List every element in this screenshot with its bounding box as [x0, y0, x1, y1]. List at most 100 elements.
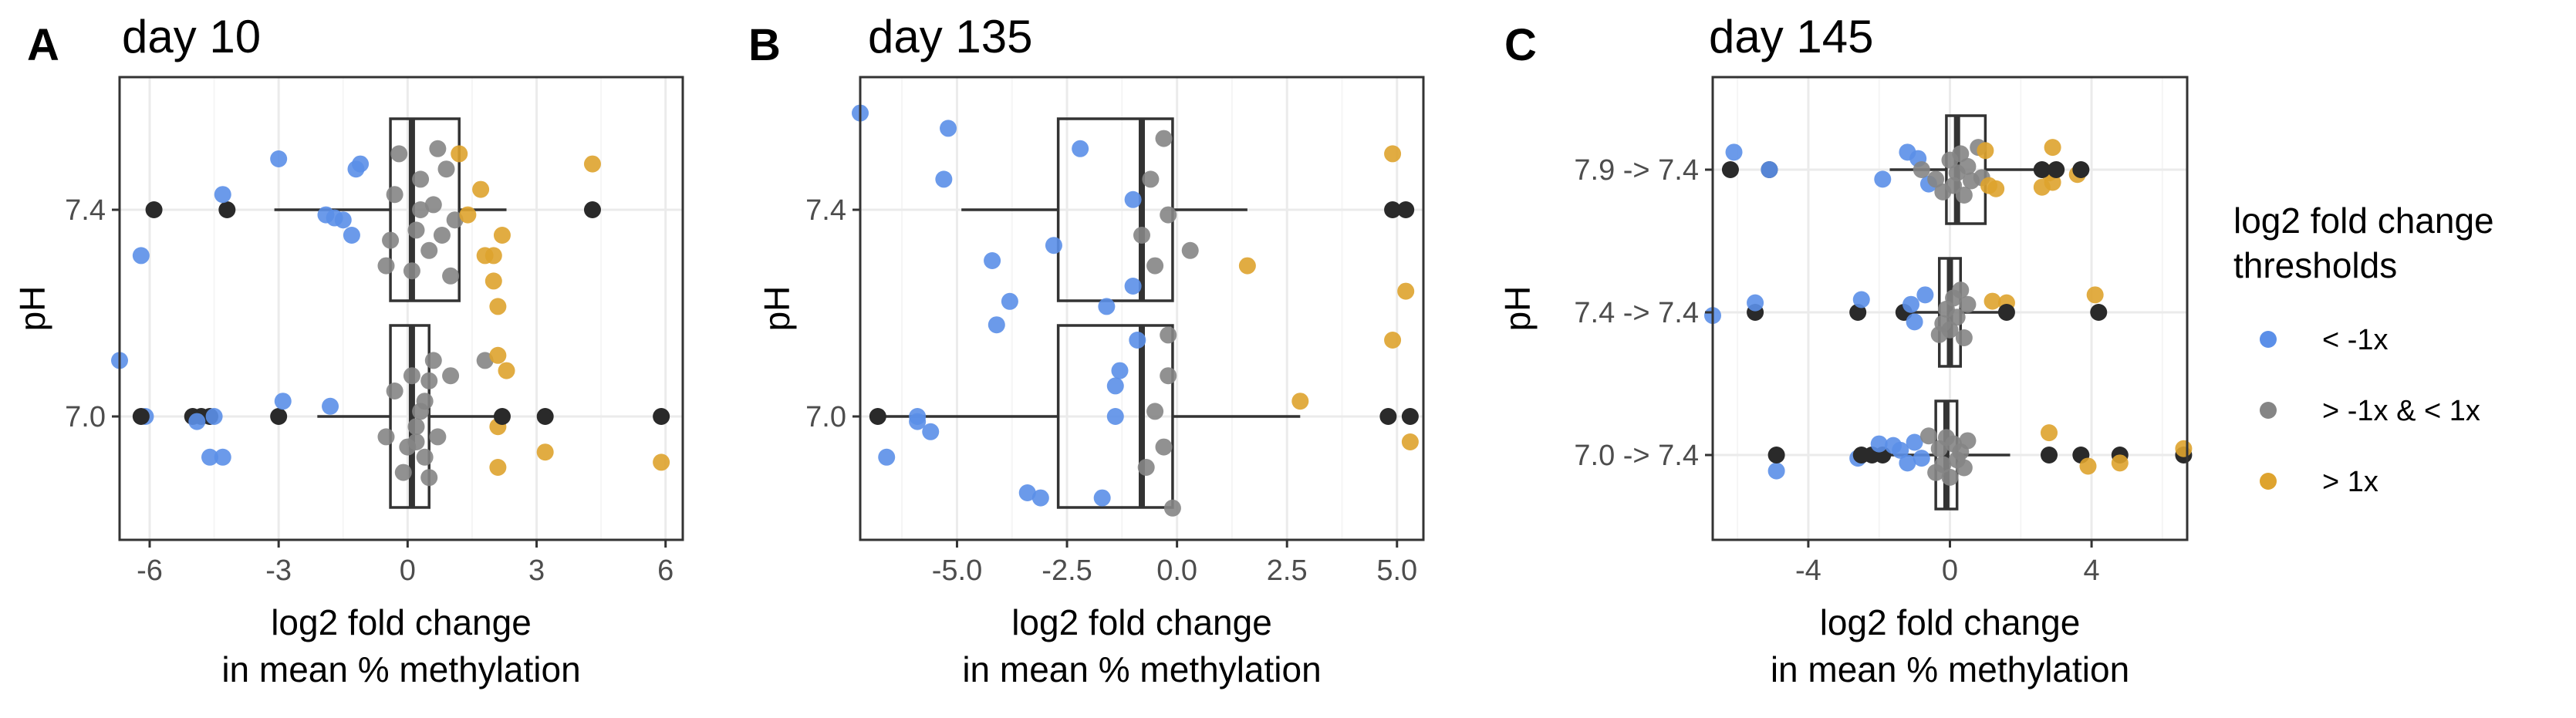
data-point: [1983, 292, 2001, 310]
data-point: [1142, 170, 1160, 188]
group-1: [1704, 257, 2108, 368]
plot-border: [859, 76, 1425, 541]
panel-letter: C: [1504, 20, 1537, 70]
y-tick-label: 7.4 -> 7.4: [1574, 297, 1699, 329]
data-point: [1111, 362, 1129, 379]
legend-title-line1: log2 fold change: [2233, 201, 2494, 241]
x-tick-label: 3: [528, 555, 545, 587]
data-point: [352, 155, 370, 173]
data-point: [1379, 408, 1397, 425]
data-point: [386, 186, 403, 204]
data-point: [1955, 459, 1973, 477]
x-tick-label: 0: [1942, 555, 1958, 587]
data-point: [446, 211, 464, 229]
legend-swatch: [2260, 473, 2277, 490]
data-point: [420, 372, 438, 389]
data-point: [1146, 257, 1164, 275]
data-point: [2111, 454, 2129, 472]
data-point: [1129, 332, 1146, 349]
data-point: [988, 316, 1005, 334]
data-point: [1146, 403, 1164, 420]
x-tick-label: -5.0: [932, 555, 982, 587]
data-point: [1747, 294, 1764, 312]
data-point: [437, 160, 455, 178]
data-point: [412, 201, 430, 218]
data-point: [377, 428, 395, 446]
data-point: [2090, 304, 2108, 321]
data-point: [429, 428, 447, 446]
data-point: [1401, 433, 1419, 450]
data-point: [407, 433, 425, 450]
data-point: [476, 352, 494, 369]
data-point: [420, 469, 438, 487]
data-point: [1959, 432, 1977, 450]
data-point: [2044, 139, 2061, 157]
data-point: [940, 120, 957, 137]
data-point: [1955, 187, 1973, 204]
data-point: [407, 418, 425, 436]
data-point: [1384, 145, 1402, 163]
data-point: [274, 393, 292, 410]
data-point: [1133, 227, 1150, 244]
data-point: [2072, 161, 2090, 178]
data-point: [1906, 313, 1923, 331]
data-point: [653, 408, 670, 425]
data-point: [1397, 282, 1415, 300]
data-point: [416, 448, 434, 466]
data-point: [1767, 447, 1785, 463]
data-point: [536, 408, 554, 425]
legend-label: > 1x: [2322, 466, 2378, 498]
data-point: [2041, 424, 2058, 442]
data-point: [1163, 499, 1181, 517]
legend: log2 fold change thresholds < -1x > -1x & …: [2233, 201, 2494, 498]
legend-item-above: > 1x: [2260, 466, 2378, 498]
y-tick-label: 7.4: [805, 194, 846, 227]
data-point: [394, 463, 412, 481]
data-point: [1291, 393, 1309, 410]
legend-label: < -1x: [2322, 324, 2389, 356]
data-point: [322, 397, 339, 415]
data-point: [403, 262, 420, 280]
y-tick-label: 7.4: [65, 194, 106, 227]
data-point: [1870, 435, 1888, 453]
data-point: [1031, 489, 1049, 507]
x-axis-title-line1: log2 fold change: [271, 602, 532, 642]
data-point: [420, 241, 438, 259]
data-point: [214, 448, 231, 466]
data-point: [583, 201, 601, 218]
data-point: [935, 170, 953, 188]
data-point: [424, 352, 442, 369]
data-point: [1001, 292, 1018, 310]
x-tick-label: -2.5: [1042, 555, 1092, 587]
data-point: [343, 227, 360, 244]
data-point: [1045, 237, 1062, 255]
data-point: [442, 367, 460, 385]
data-point: [424, 196, 442, 214]
data-point: [1927, 170, 1945, 188]
panel-letter: B: [748, 20, 781, 70]
data-point: [583, 155, 601, 173]
data-point: [145, 201, 163, 218]
data-point: [922, 423, 940, 440]
data-point: [1401, 408, 1419, 425]
data-point: [205, 408, 223, 425]
y-tick-label: 7.0: [65, 401, 106, 433]
y-tick-label: 7.0: [805, 401, 846, 433]
data-point: [214, 186, 231, 204]
data-point: [132, 408, 150, 425]
data-point: [1761, 161, 1778, 178]
data-point: [1941, 321, 1959, 339]
data-point: [489, 459, 507, 476]
data-point: [1892, 441, 1909, 459]
x-tick-label: 6: [657, 555, 674, 587]
data-point: [1955, 329, 1973, 346]
data-point: [1072, 140, 1089, 157]
data-point: [390, 145, 408, 163]
box: [1945, 114, 1987, 225]
x-tick-label: 0: [400, 555, 416, 587]
data-point: [218, 201, 236, 218]
data-point: [1155, 130, 1173, 147]
data-point: [1160, 326, 1177, 344]
x-axis-title-line1: log2 fold change: [1820, 602, 2081, 642]
data-point: [1959, 295, 1977, 313]
